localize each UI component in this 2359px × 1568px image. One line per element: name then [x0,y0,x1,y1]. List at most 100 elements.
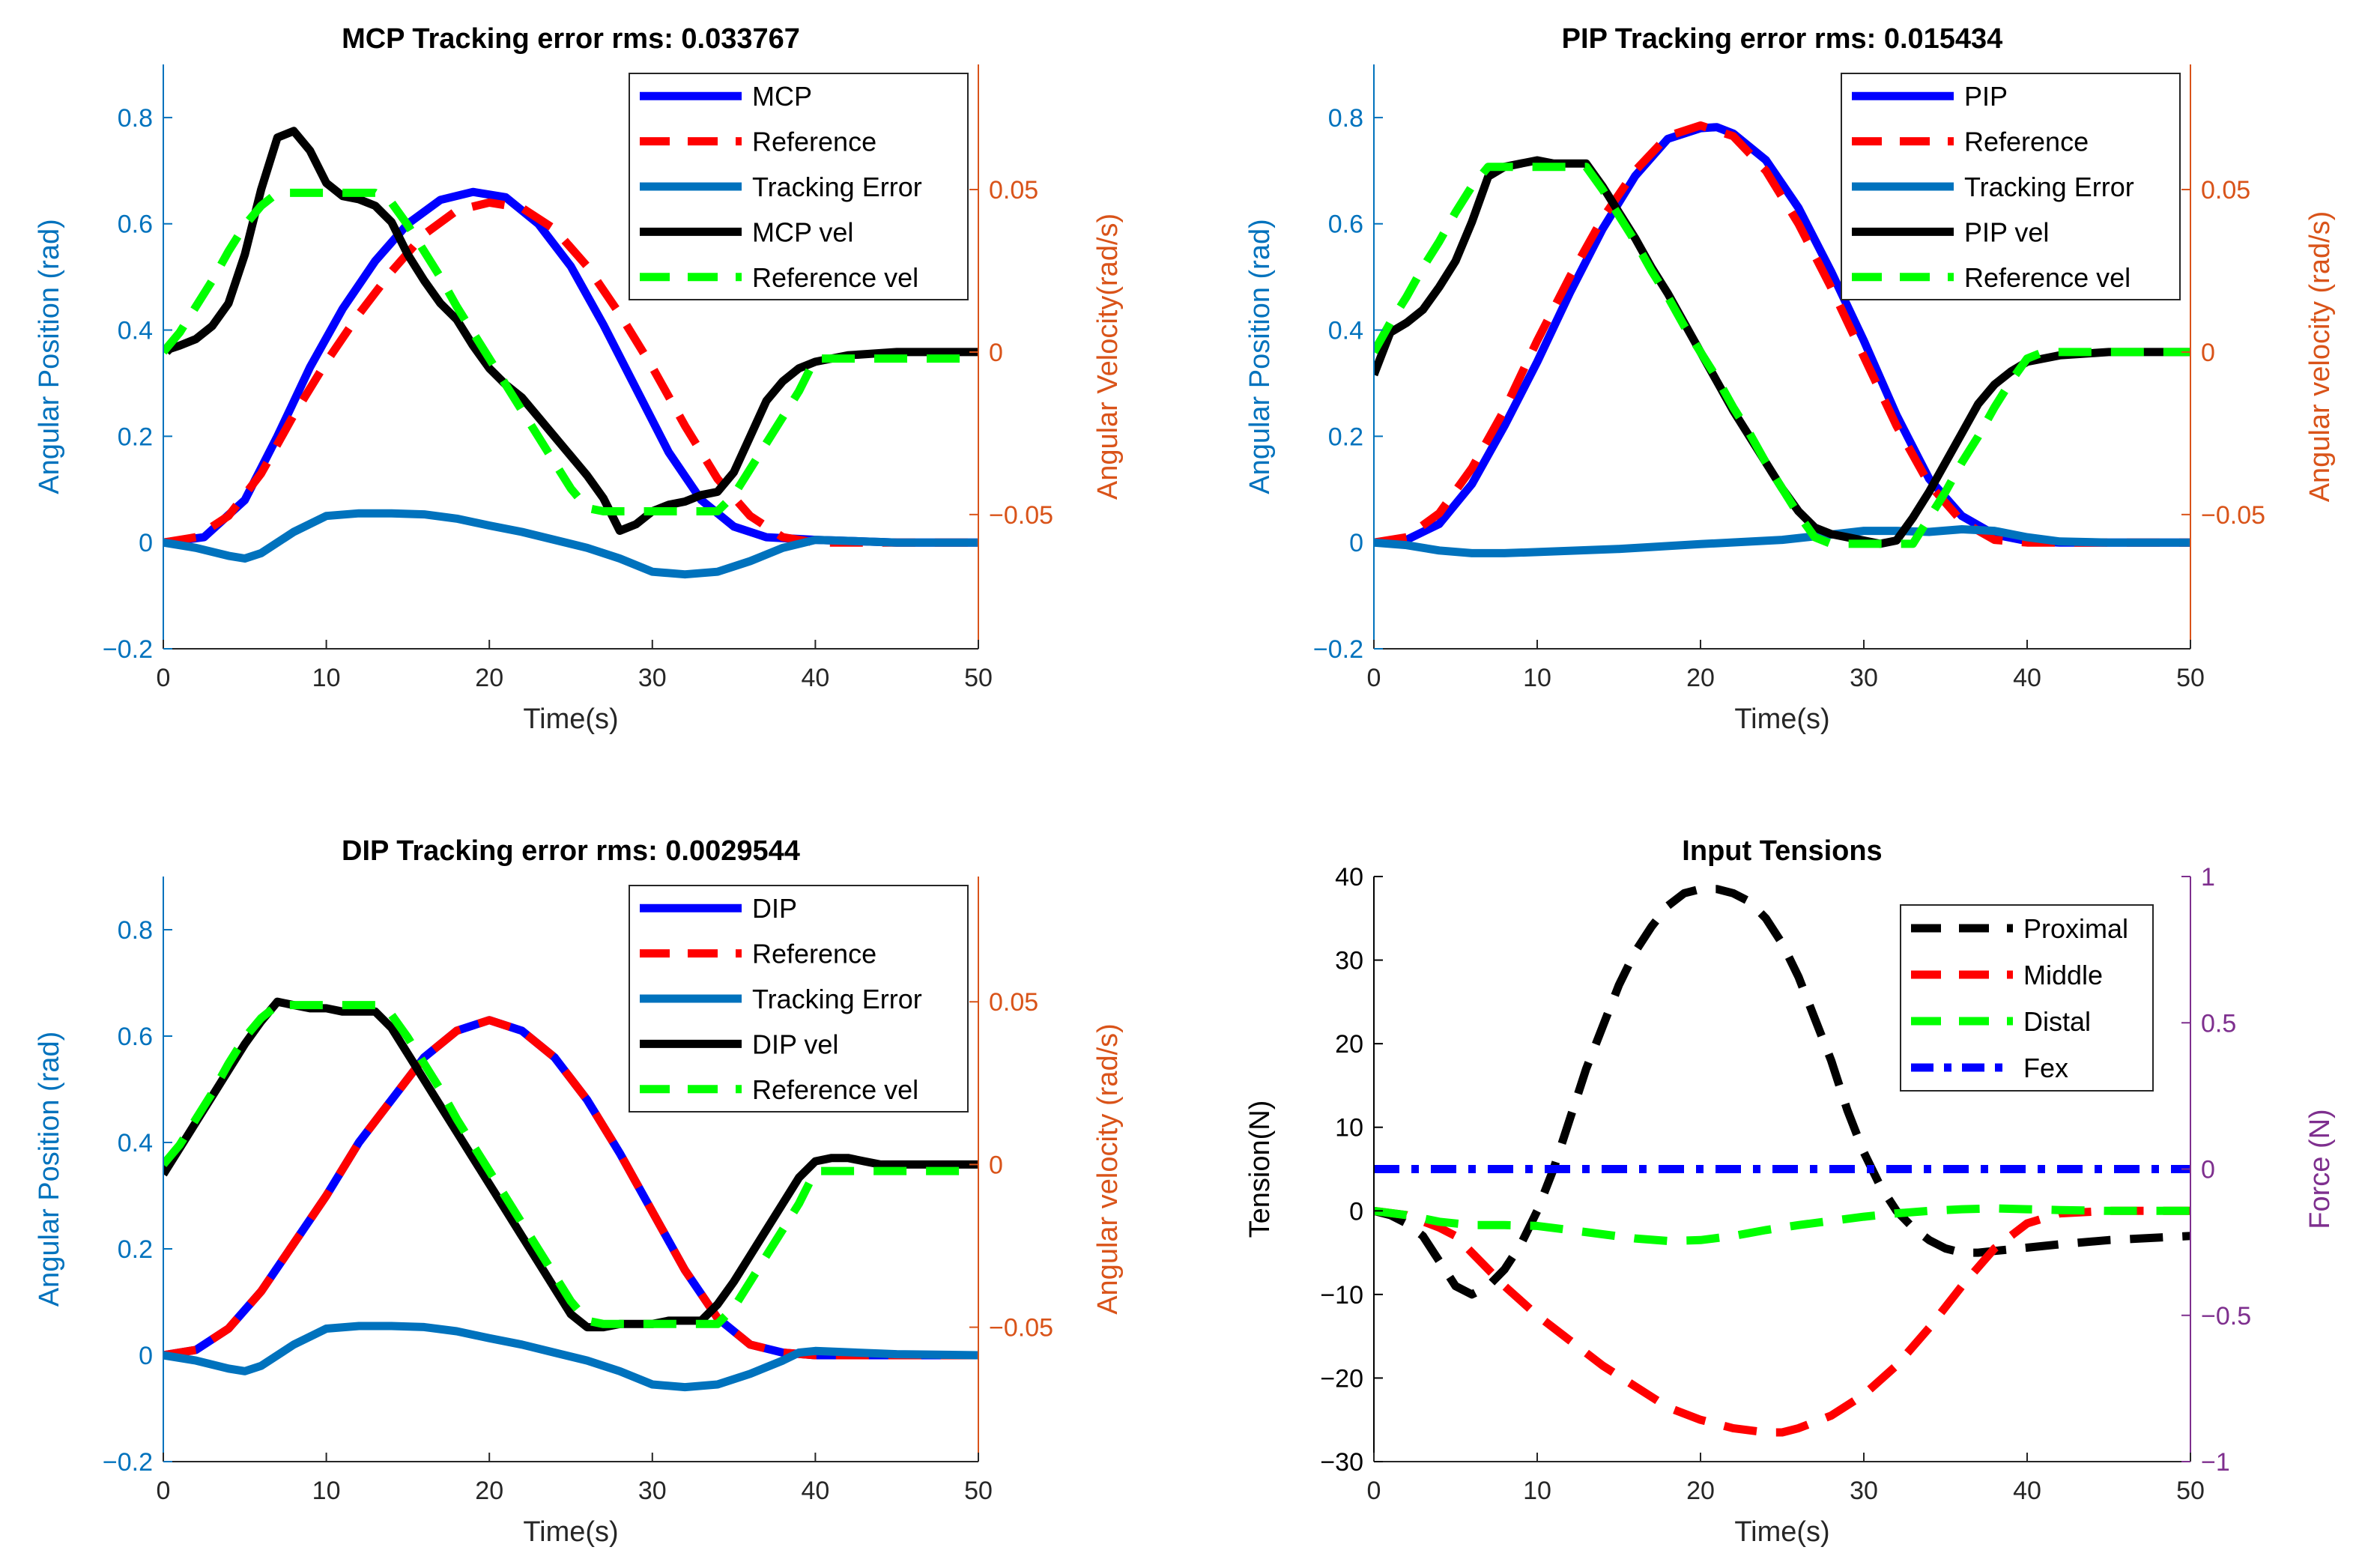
y-right-tick-label: −0.5 [2201,1302,2251,1331]
y-tick-label: −0.2 [1313,635,1363,664]
y-tick-label: 0.8 [118,104,153,133]
y-right-tick-label: −0.05 [989,1314,1053,1343]
y-tick-label: 0.8 [118,916,153,945]
y-right-tick-label: 0.05 [989,988,1038,1017]
series-line-proximal [1374,885,2190,1299]
y-axis-label: Tension(N) [1244,1101,1276,1238]
legend: MCP Reference Tracking Error MCP vel Referen… [629,73,969,300]
legend-label: Reference [1964,127,2089,157]
y-tick-label: 0.4 [118,317,153,345]
legend-label: DIP [752,893,797,924]
y-tick-label: 0 [139,1342,153,1370]
x-tick-label: 40 [801,1477,829,1505]
y-right-tick-label: 0 [2201,339,2215,367]
x-tick-label: 20 [1686,1477,1715,1505]
legend-label: DIP vel [752,1029,838,1059]
y-right-tick-label: 0 [989,339,1003,367]
y-tick-label: 40 [1335,863,1363,892]
y-right-tick-label: 0 [2201,1156,2215,1184]
x-tick-label: 40 [801,664,829,692]
chart-title: PIP Tracking error rms: 0.015434 [1562,23,2003,55]
x-tick-label: 20 [475,664,503,692]
y-right-tick-label: 0.5 [2201,1009,2236,1038]
legend-label: Reference [752,939,876,969]
x-tick-label: 10 [312,1477,341,1505]
x-tick-label: 20 [1686,664,1715,692]
y-tick-label: 20 [1335,1030,1363,1059]
y-tick-label: 0.2 [118,423,153,451]
x-tick-label: 20 [475,1477,503,1505]
legend-label: MCP vel [752,217,853,247]
series-group [1374,885,2190,1437]
x-axis-label: Time(s) [1734,1516,1829,1548]
y-tick-label: 0 [1349,1197,1363,1226]
legend-box [1900,904,2154,1092]
series-line-reference [163,1016,978,1360]
y-tick-label: 0.6 [1328,211,1363,239]
y-tick-label: 0.8 [1328,104,1363,133]
x-tick-label: 10 [1523,664,1551,692]
series-line-reference-vel [163,1001,978,1328]
legend-label: MCP [752,81,812,112]
pip-panel: 0 10 20 30 40 50−0.200.20.40.60.8−0.0500.05PI… [1244,23,2336,735]
y-right-axis-label: Force (N) [2304,1109,2336,1229]
legend-label: Tracking Error [1964,172,2134,202]
chart-title: DIP Tracking error rms: 0.0029544 [342,835,800,867]
y-right-tick-label: −0.05 [989,501,1053,530]
y-axis-label: Angular Position (rad) [1244,219,1276,494]
y-tick-label: 0.6 [118,1023,153,1051]
series-line-tracking-error [163,1322,978,1392]
x-tick-label: 30 [1850,1477,1878,1505]
y-tick-label: −0.2 [103,635,153,664]
chart-title: Input Tensions [1682,835,1882,867]
x-tick-label: 40 [2013,664,2041,692]
series-line-pip [1374,123,2190,547]
y-tick-label: 0 [1349,529,1363,557]
x-tick-label: 30 [638,664,667,692]
series-line-reference [1374,121,2190,547]
x-tick-label: 50 [964,1477,993,1505]
x-axis-label: Time(s) [523,1516,618,1548]
x-tick-label: 40 [2013,1477,2041,1505]
y-tick-label: 0 [139,529,153,557]
y-tick-label: −30 [1320,1448,1363,1477]
x-tick-label: 0 [157,1477,171,1505]
y-tick-label: 0.6 [118,211,153,239]
legend-label: Fex [2023,1053,2068,1083]
y-tick-label: −10 [1320,1281,1363,1310]
y-right-tick-label: 0.05 [989,176,1038,205]
series-line-tracking-error [1374,525,2190,557]
series-line-reference [163,198,978,547]
legend-label: Reference vel [752,1074,918,1105]
y-tick-label: −20 [1320,1364,1363,1393]
y-right-tick-label: −1 [2201,1448,2230,1477]
y-right-axis-label: Angular Velocity(rad/s) [1092,214,1124,500]
legend-label: Reference vel [752,262,918,293]
legend: DIP Reference Tracking Error DIP vel Referen… [629,885,969,1113]
x-axis-label: Time(s) [1734,703,1829,735]
series-line-mcp [163,187,978,547]
series-group [1374,121,2190,557]
y-right-axis-label: Angular velocity (rad/s) [2304,211,2336,503]
tensions-panel: 0 10 20 30 40 50 −30 −20 −10 0 10 20 30 40 −1 −0.5 0 0.5 1… [1244,835,2336,1548]
legend-label: Proximal [2023,913,2128,944]
y-right-axis-label: Angular velocity (rad/s) [1092,1023,1124,1315]
series-line-middle [1374,1206,2190,1437]
legend: PIP Reference Tracking Error PIP vel Referen… [1841,73,2181,300]
x-tick-label: 10 [1523,1477,1551,1505]
series-line-dip-vel [163,997,978,1332]
series-line-reference-vel [163,188,978,515]
x-tick-label: 50 [2176,1477,2205,1505]
legend-label: Reference vel [1964,262,2131,293]
legend-label: Middle [2023,960,2103,990]
y-right-tick-label: 0.05 [2201,176,2250,205]
x-tick-label: 0 [1367,664,1381,692]
legend-label: Reference [752,127,876,157]
y-axis-label: Angular Position (rad) [34,219,65,494]
legend-label: Tracking Error [752,984,922,1014]
x-tick-label: 0 [1367,1477,1381,1505]
legend-label: Tracking Error [752,172,922,202]
x-tick-label: 50 [964,664,993,692]
legend-label: PIP [1964,81,2008,112]
